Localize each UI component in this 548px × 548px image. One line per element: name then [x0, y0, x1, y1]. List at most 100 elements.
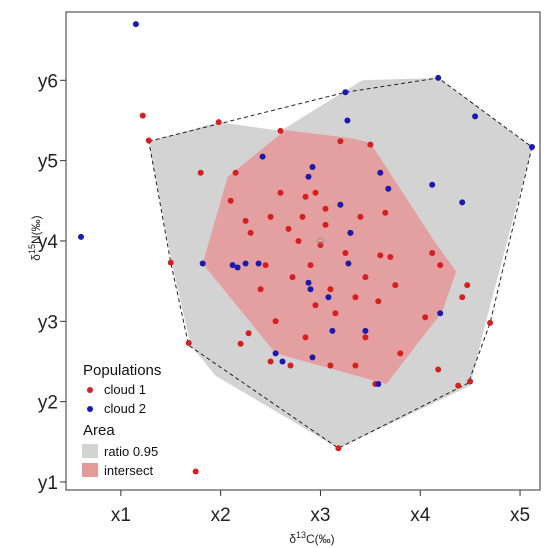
point-cloud-1-52 — [467, 378, 474, 385]
point-cloud-1-27 — [322, 205, 329, 212]
x-tick-label-4: x5 — [510, 505, 530, 526]
point-cloud-1-58 — [352, 362, 359, 369]
point-cloud-2-28 — [529, 144, 535, 150]
point-cloud-1-15 — [272, 318, 279, 325]
legend: Populations cloud 1 cloud 2 Area ratio 0… — [82, 362, 161, 478]
point-cloud-1-30 — [335, 445, 342, 452]
point-cloud-1-45 — [422, 314, 429, 321]
x-tick-label-3: x4 — [410, 505, 431, 526]
point-cloud-2-7 — [255, 260, 262, 267]
x-axis-title: δ13C(‰) — [289, 530, 334, 546]
point-cloud-1-51 — [464, 282, 471, 289]
points-layer — [78, 21, 535, 475]
x-tick-label-0: x1 — [111, 505, 131, 526]
point-cloud-1-9 — [245, 330, 252, 337]
point-cloud-2-15 — [329, 327, 336, 334]
point-cloud-2-1 — [132, 21, 139, 28]
point-cloud-2-26 — [459, 199, 466, 206]
point-cloud-1-18 — [285, 225, 292, 232]
centroid-marker — [317, 237, 324, 245]
legend-marker-cloud-2 — [87, 406, 93, 412]
point-cloud-1-48 — [437, 262, 444, 269]
legend-swatch-intersect — [82, 463, 98, 477]
point-cloud-1-50 — [459, 294, 466, 301]
plot-border — [65, 11, 541, 491]
legend-label-cloud-1: cloud 1 — [104, 382, 146, 397]
point-cloud-1-20 — [295, 238, 302, 244]
point-cloud-1-32 — [342, 250, 349, 256]
x-tick-label-1: x2 — [211, 505, 231, 526]
point-cloud-1-49 — [455, 382, 462, 389]
point-cloud-1-1 — [145, 137, 152, 144]
point-cloud-1-28 — [327, 286, 334, 293]
point-cloud-1-41 — [382, 209, 389, 216]
point-cloud-2-0 — [78, 233, 84, 240]
point-cloud-1-46 — [429, 250, 436, 256]
point-cloud-2-2 — [199, 260, 206, 267]
point-cloud-1-54 — [322, 221, 329, 228]
point-cloud-1-57 — [287, 362, 294, 369]
y-tick-label-2: y3 — [38, 312, 58, 333]
point-cloud-1-12 — [247, 229, 254, 236]
point-cloud-1-2 — [167, 259, 174, 266]
legend-area-title: Area — [83, 422, 115, 439]
point-cloud-1-43 — [392, 282, 399, 289]
y-tick-label-4: y5 — [38, 152, 58, 173]
point-cloud-2-30 — [307, 286, 314, 293]
point-cloud-1-6 — [215, 119, 222, 126]
point-cloud-2-8 — [272, 350, 279, 357]
point-cloud-1-42 — [387, 254, 394, 260]
legend-label-ratio: ratio 0.95 — [104, 444, 158, 459]
point-cloud-2-3 — [229, 262, 236, 269]
plot-frame-layer — [65, 11, 541, 491]
point-cloud-2-17 — [344, 117, 351, 124]
point-cloud-1-5 — [197, 169, 204, 176]
y-tick-label-0: y1 — [38, 473, 58, 494]
point-cloud-1-39 — [375, 298, 382, 305]
legend-label-cloud-2: cloud 2 — [104, 401, 146, 416]
y-tick-label-1: y2 — [38, 393, 58, 414]
point-cloud-1-19 — [289, 274, 296, 281]
legend-swatch-ratio — [82, 444, 98, 458]
point-cloud-1-10 — [242, 217, 249, 224]
point-cloud-1-37 — [367, 141, 374, 148]
point-cloud-1-60 — [302, 334, 309, 341]
point-cloud-2-13 — [309, 354, 316, 361]
point-cloud-1-59 — [362, 334, 369, 341]
point-cloud-1-61 — [327, 362, 334, 369]
area-intersect-polygon — [202, 130, 457, 384]
point-cloud-1-8 — [237, 340, 244, 347]
point-cloud-2-22 — [385, 185, 392, 192]
y-tick-label-5: y6 — [38, 71, 58, 92]
y-axis-title: δ15N(‰) — [27, 215, 43, 260]
point-cloud-2-12 — [305, 279, 312, 286]
legend-marker-cloud-1 — [87, 387, 93, 393]
point-cloud-1-55 — [257, 286, 264, 293]
point-cloud-2-5 — [242, 260, 249, 267]
y-tick-label-3: y4 — [38, 232, 59, 253]
point-cloud-1-21 — [299, 213, 306, 220]
point-cloud-2-14 — [325, 294, 332, 301]
point-cloud-1-25 — [312, 189, 319, 196]
legend-populations-title: Populations — [83, 362, 161, 379]
point-cloud-1-56 — [267, 358, 274, 365]
point-cloud-1-34 — [352, 294, 359, 301]
point-cloud-1-3 — [185, 340, 192, 346]
point-cloud-2-20 — [375, 381, 382, 387]
point-cloud-1-40 — [377, 252, 384, 259]
point-cloud-1-24 — [312, 302, 319, 309]
point-cloud-1-29 — [332, 310, 339, 317]
point-cloud-1-7 — [227, 197, 234, 204]
point-cloud-1-16 — [277, 189, 284, 196]
point-cloud-1-36 — [362, 274, 369, 281]
point-cloud-1-23 — [307, 262, 314, 269]
point-cloud-2-9 — [279, 358, 286, 365]
point-cloud-2-18 — [345, 260, 352, 267]
point-cloud-1-14 — [267, 213, 274, 220]
point-cloud-1-31 — [337, 138, 344, 145]
point-cloud-1-35 — [357, 213, 364, 220]
point-cloud-2-29 — [337, 201, 344, 208]
point-cloud-1-22 — [302, 193, 309, 200]
area-layer — [148, 77, 533, 449]
